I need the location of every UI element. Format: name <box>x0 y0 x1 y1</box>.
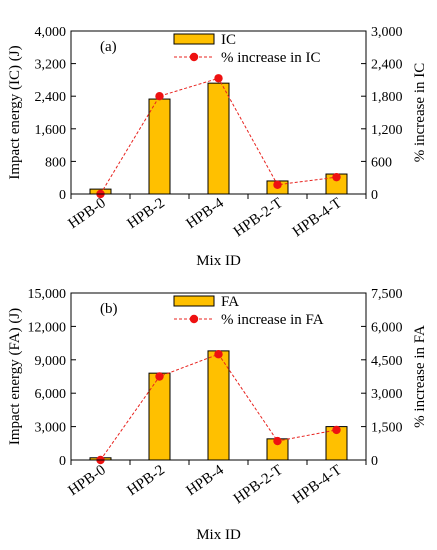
y-axis-title: Impact energy (IC) (J) <box>7 45 23 179</box>
x-axis-title: Mix ID <box>196 253 241 269</box>
percent-increase-point-hpb-4-t <box>332 172 341 182</box>
bar-hpb-4 <box>207 350 230 461</box>
x-tick-label-hpb-0: HPB-0 <box>65 462 108 499</box>
y-tick-label: 1,600 <box>35 123 67 138</box>
panel-label: (a) <box>100 39 117 55</box>
y2-tick-label: 0 <box>371 454 378 469</box>
legend-swatch-marker <box>189 52 199 62</box>
x-tick-label-hpb-2-t: HPB-2-T <box>231 462 286 507</box>
x-tick-label-hpb-4: HPB-4 <box>183 195 227 232</box>
y2-tick-label: 1,800 <box>371 90 403 105</box>
legend-label-bar: FA <box>221 294 239 310</box>
x-tick-label-hpb-2: HPB-2 <box>124 195 167 232</box>
x-tick-label-hpb-0: HPB-0 <box>65 195 108 232</box>
y2-tick-label: 1,200 <box>371 123 403 138</box>
percent-increase-point-hpb-4 <box>214 350 223 359</box>
y-tick-label: 3,000 <box>35 421 67 436</box>
percent-increase-point-hpb-2-t <box>273 180 282 189</box>
x-tick-label-hpb-2: HPB-2 <box>124 462 167 499</box>
percent-increase-point-hpb-4-t <box>332 425 341 435</box>
y2-tick-label: 0 <box>371 188 378 203</box>
y-tick-label: 15,000 <box>28 287 67 302</box>
percent-increase-point-hpb-4 <box>214 74 223 83</box>
y2-tick-label: 3,000 <box>371 387 403 402</box>
legend-label-line: % increase in FA <box>221 312 324 328</box>
y-tick-label: 4,000 <box>35 25 67 40</box>
chart-panel-b: 0 3,000 6,000 9,000 12,000 15,000 0 1,500 3,000 4… <box>7 287 428 543</box>
y-axis-title: Impact energy (FA) (J) <box>7 308 23 445</box>
percent-increase-point-hpb-2 <box>155 372 164 381</box>
y2-axis-title: % increase in FA <box>412 325 428 428</box>
y2-tick-label: 7,500 <box>371 287 403 302</box>
y-tick-label: 0 <box>59 188 66 203</box>
y-tick-label: 2,400 <box>35 90 67 105</box>
x-tick-label-hpb-4-t: HPB-4-T <box>290 195 345 240</box>
x-tick-label-hpb-4-t: HPB-4-T <box>290 462 345 507</box>
percent-increase-point-hpb-2 <box>155 92 164 101</box>
y2-tick-label: 6,000 <box>371 320 403 335</box>
legend-label-bar: IC <box>221 32 236 48</box>
y-tick-label: 12,000 <box>28 320 67 335</box>
chart-panel-a: 0 800 1,600 2,400 3,200 4,000 0 600 1,200 1,800 2,… <box>7 25 428 269</box>
y-tick-label: 800 <box>45 155 66 170</box>
y-tick-label: 9,000 <box>35 354 67 369</box>
percent-increase-point-hpb-2-t <box>273 436 282 446</box>
legend-label-line: % increase in IC <box>221 50 321 66</box>
y2-tick-label: 2,400 <box>371 58 403 73</box>
y2-tick-label: 1,500 <box>371 421 403 436</box>
legend-swatch-bar <box>173 33 215 45</box>
y-tick-label: 6,000 <box>35 387 67 402</box>
bar-hpb-2 <box>148 98 171 195</box>
y-tick-label: 3,200 <box>35 58 67 73</box>
bar-hpb-4 <box>207 82 230 195</box>
x-tick-label-hpb-2-t: HPB-2-T <box>231 195 286 240</box>
x-tick-label-hpb-4: HPB-4 <box>183 462 227 499</box>
legend-swatch-bar <box>173 295 215 307</box>
y2-axis-title: % increase in IC <box>412 63 428 163</box>
y2-tick-label: 4,500 <box>371 354 403 369</box>
plot-frame <box>70 292 367 461</box>
plot-frame <box>70 30 367 195</box>
x-axis-title: Mix ID <box>196 527 241 543</box>
y2-tick-label: 3,000 <box>371 25 403 40</box>
panel-label: (b) <box>100 301 118 317</box>
y-tick-label: 0 <box>59 454 66 469</box>
legend-swatch-marker <box>189 314 199 324</box>
y2-tick-label: 600 <box>371 155 392 170</box>
